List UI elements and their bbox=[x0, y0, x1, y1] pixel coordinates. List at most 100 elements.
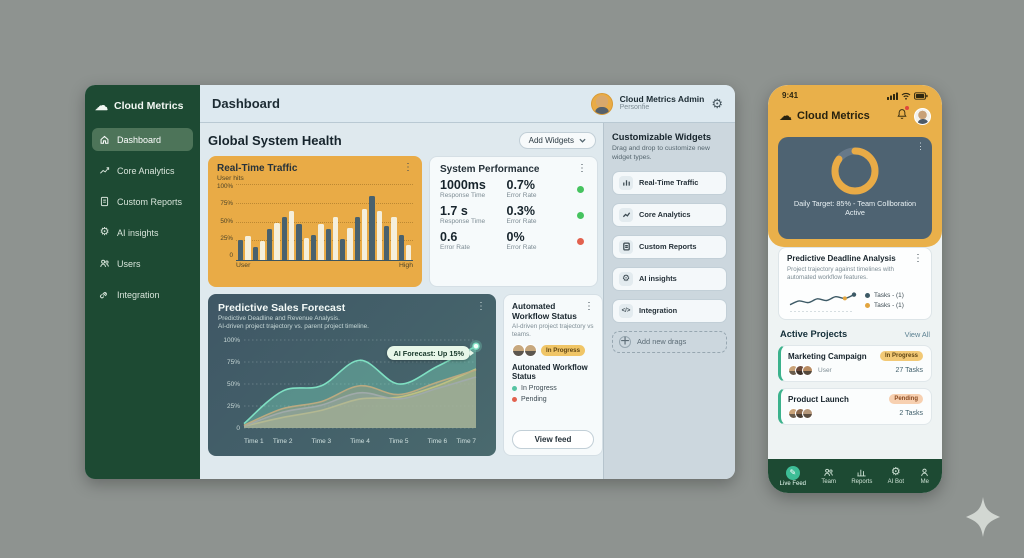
traffic-bar bbox=[391, 217, 397, 260]
kebab-menu-icon[interactable]: ⋮ bbox=[403, 162, 413, 173]
task-count: 27 Tasks bbox=[895, 367, 924, 375]
sidebar-item-users[interactable]: Users bbox=[92, 252, 193, 275]
svg-text:100%: 100% bbox=[223, 337, 240, 344]
widget-title: Real-Time Traffic bbox=[217, 163, 298, 174]
widget-title: Automated Workflow Status bbox=[512, 301, 577, 321]
phone-brand-label: Cloud Metrics bbox=[797, 110, 870, 122]
widget-drag-item-custom-reports[interactable]: Custom Reports bbox=[612, 234, 727, 259]
metric-value: 1000ms bbox=[440, 178, 486, 192]
document-icon bbox=[619, 239, 633, 254]
drag-item-label: Integration bbox=[639, 306, 678, 316]
svg-text:Time 6: Time 6 bbox=[428, 438, 448, 445]
daily-target-card: ⋮ Daily Target: 85% - Team Collboration … bbox=[778, 137, 932, 239]
nav-item-ai-bot[interactable]: ⚙ AI Bot bbox=[888, 467, 904, 486]
widget-title: System Performance bbox=[440, 164, 540, 175]
settings-gear-icon[interactable]: ⚙ bbox=[711, 96, 723, 111]
project-name: Marketing Campaign bbox=[788, 351, 867, 361]
user-name: Cloud Metrics Admin bbox=[619, 93, 705, 104]
nav-label: Reports bbox=[851, 479, 873, 485]
daily-target-donut-chart bbox=[831, 147, 879, 195]
gear-icon: ⚙ bbox=[619, 271, 633, 286]
sidebar-item-dashboard[interactable]: Dashboard bbox=[92, 128, 193, 151]
traffic-bar bbox=[259, 241, 266, 260]
status-badge: Pending bbox=[889, 394, 923, 405]
realtime-traffic-widget: Real-Time Traffic ⋮ User hits 100% 75% 50%… bbox=[208, 156, 422, 287]
sidebar-item-custom-reports[interactable]: Custom Reports bbox=[92, 190, 193, 213]
user-avatar[interactable] bbox=[590, 92, 613, 115]
project-name: Product Launch bbox=[788, 394, 849, 404]
status-dot bbox=[576, 185, 584, 193]
task-count: 2 Tasks bbox=[899, 410, 923, 418]
sidebar: ☁ Cloud Metrics Dashboard Core Analytics… bbox=[85, 85, 200, 479]
trend-icon bbox=[100, 167, 110, 174]
traffic-bar bbox=[405, 245, 412, 260]
user-meta: Cloud Metrics Admin Personfie bbox=[619, 93, 705, 113]
wifi-icon bbox=[901, 92, 911, 100]
legend-dot bbox=[865, 292, 870, 298]
trend-icon bbox=[619, 207, 633, 222]
view-all-link[interactable]: View All bbox=[904, 329, 930, 339]
x-axis-label-right: High bbox=[399, 262, 413, 269]
cloud-icon: ☁ bbox=[779, 108, 792, 123]
svg-text:25%: 25% bbox=[227, 403, 240, 410]
add-widgets-button[interactable]: Add Widgets bbox=[518, 132, 596, 149]
svg-text:Time 7: Time 7 bbox=[456, 438, 476, 445]
sparkle-icon bbox=[966, 497, 1000, 537]
sidebar-item-label: Dashboard bbox=[117, 134, 162, 145]
add-new-widget-button[interactable]: + Add new drags bbox=[612, 330, 727, 353]
legend-label: Tasks - (1) bbox=[874, 291, 904, 299]
sidebar-item-label: Integration bbox=[117, 289, 160, 300]
link-icon bbox=[100, 292, 107, 299]
notifications-bell-icon[interactable] bbox=[896, 106, 909, 125]
kebab-menu-icon[interactable]: ⋮ bbox=[584, 301, 594, 312]
gridline bbox=[236, 202, 413, 204]
kebab-menu-icon[interactable]: ⋮ bbox=[913, 253, 923, 264]
sales-forecast-widget: Predictive Sales Forecast ⋮ Predictive D… bbox=[208, 294, 496, 456]
traffic-bar bbox=[281, 217, 288, 260]
widget-drag-item-ai-insights[interactable]: ⚙ AI insights bbox=[612, 266, 727, 291]
sidebar-item-core-analytics[interactable]: Core Analytics bbox=[92, 159, 193, 182]
project-card-marketing-campaign[interactable]: Marketing Campaign In Progress User 27 T… bbox=[778, 345, 932, 383]
panel-description: Drag and drop to customize new widget ty… bbox=[612, 145, 710, 161]
svg-text:Time 1: Time 1 bbox=[244, 438, 264, 445]
sidebar-item-label: AI insights bbox=[117, 227, 159, 238]
svg-text:Time 2: Time 2 bbox=[273, 438, 293, 445]
widget-drag-item-core-analytics[interactable]: Core Analytics bbox=[612, 202, 727, 227]
svg-text:Time 3: Time 3 bbox=[312, 438, 332, 445]
bar-chart-icon bbox=[857, 469, 866, 477]
kebab-menu-icon[interactable]: ⋮ bbox=[577, 163, 587, 174]
widget-drag-item-integration[interactable]: </> Integration bbox=[612, 298, 727, 323]
metric-value: 1.7 s bbox=[440, 204, 468, 219]
user-avatar[interactable] bbox=[914, 107, 931, 125]
view-feed-button[interactable]: View feed bbox=[512, 430, 594, 449]
svg-text:75%: 75% bbox=[227, 359, 240, 366]
sidebar-item-ai-insights[interactable]: ⚙ AI insights bbox=[92, 221, 193, 244]
kebab-menu-icon[interactable]: ⋮ bbox=[476, 301, 486, 312]
nav-item-live-feed[interactable]: ✎ Live Feed bbox=[779, 465, 807, 487]
status-badge: In Progress bbox=[879, 351, 923, 362]
widget-drag-item-realtime-traffic[interactable]: Real-Time Traffic bbox=[612, 170, 727, 195]
ai-forecast-badge: AI Forecast: Up 15% bbox=[387, 346, 470, 360]
nav-item-team[interactable]: Team bbox=[821, 467, 836, 485]
signal-icon bbox=[887, 92, 898, 100]
nav-item-me[interactable]: Me bbox=[919, 467, 930, 485]
brand-label: Cloud Metrics bbox=[114, 99, 184, 112]
nav-item-reports[interactable]: Reports bbox=[851, 467, 872, 485]
avatar bbox=[802, 408, 813, 420]
phone-status-bar: 9:41 bbox=[768, 85, 942, 100]
project-card-product-launch[interactable]: Product Launch Pending 2 Tasks bbox=[778, 388, 932, 426]
kebab-menu-icon[interactable]: ⋮ bbox=[916, 141, 925, 151]
traffic-bar bbox=[398, 235, 404, 260]
person-icon bbox=[921, 468, 929, 477]
drag-item-label: Real-Time Traffic bbox=[639, 178, 699, 188]
traffic-bar bbox=[318, 224, 324, 260]
metric-label: Response Time bbox=[440, 192, 486, 200]
deadline-analysis-card: Predictive Deadline Analysis ⋮ Project t… bbox=[778, 247, 932, 321]
traffic-bar bbox=[252, 246, 258, 260]
sidebar-item-label: Core Analytics bbox=[117, 165, 175, 176]
nav-label: Live Feed bbox=[779, 480, 807, 487]
code-icon: </> bbox=[619, 303, 633, 318]
drag-item-label: Core Analytics bbox=[639, 210, 691, 220]
sidebar-item-integration[interactable]: Integration bbox=[92, 283, 193, 306]
widget-description: AI-driven project trajectory vs teams. bbox=[512, 323, 594, 338]
